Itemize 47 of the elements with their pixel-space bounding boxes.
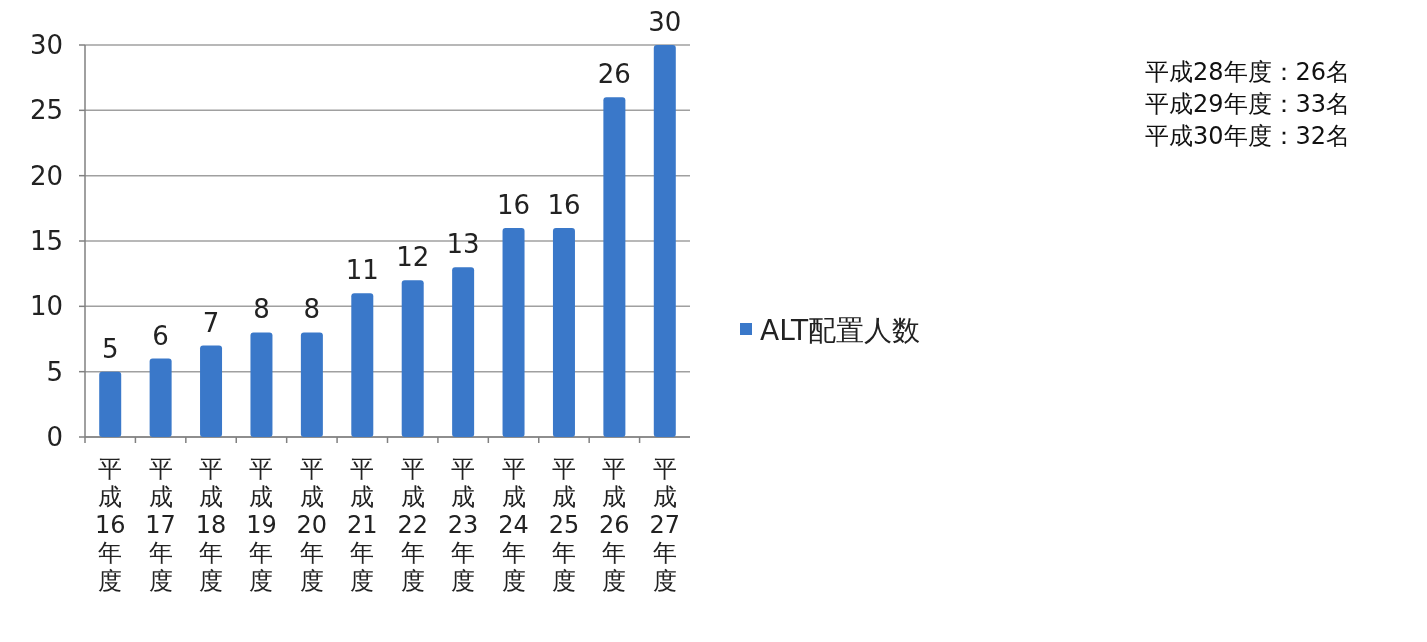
y-tick-label: 30: [29, 30, 63, 60]
x-tick-label: 平成24年度: [498, 455, 529, 595]
data-label: 11: [345, 255, 379, 286]
bar: [452, 267, 475, 437]
data-label: 16: [496, 189, 531, 220]
x-tick-label: 平成23年度: [447, 455, 479, 595]
x-tick-label: 平成16年度: [94, 455, 126, 595]
text: 平成30年度：32名: [1145, 122, 1351, 150]
y-tick-label: 5: [46, 356, 63, 387]
x-tick-label: 平成19年度: [246, 455, 277, 595]
x-tick-label: 平成25年度: [548, 455, 580, 595]
legend: ALT配置人数: [740, 314, 920, 347]
bar: [603, 97, 626, 437]
bar: [401, 280, 424, 437]
text: 平成29年度：33名: [1145, 90, 1351, 118]
bar: [552, 227, 575, 437]
bar: [653, 45, 676, 437]
data-label: 13: [446, 229, 480, 260]
y-tick-label: 10: [29, 291, 63, 322]
x-tick-label: 平成22年度: [397, 455, 428, 595]
bar: [351, 293, 374, 437]
data-label: 5: [101, 333, 119, 364]
data-label: 6: [152, 320, 169, 351]
y-tick-label: 0: [46, 422, 63, 452]
x-tick-label: 平成26年度: [599, 455, 630, 595]
x-tick-label: 平成20年度: [296, 455, 328, 595]
y-tick-label: 20: [29, 160, 63, 191]
data-label: 7: [202, 307, 220, 338]
data-label: 30: [648, 7, 682, 37]
x-tick-label: 平成17年度: [145, 455, 176, 595]
data-label: 8: [303, 294, 321, 325]
x-tick-label: 平成21年度: [347, 455, 378, 595]
bar: [502, 227, 525, 437]
bar: [99, 371, 122, 437]
y-tick-label: 15: [29, 226, 63, 256]
bar: [200, 345, 223, 437]
y-tick-label: 25: [29, 95, 63, 126]
x-tick-label: 平成27年度: [649, 455, 681, 595]
bar: [250, 332, 273, 437]
data-label: 16: [547, 189, 581, 220]
text: 平成28年度：26名: [1145, 58, 1351, 86]
data-label: 8: [253, 294, 270, 325]
bar: [300, 332, 323, 437]
data-label: 12: [396, 242, 430, 273]
data-label: 26: [597, 59, 631, 90]
x-tick-label: 平成18年度: [195, 455, 227, 595]
bar: [149, 358, 172, 437]
